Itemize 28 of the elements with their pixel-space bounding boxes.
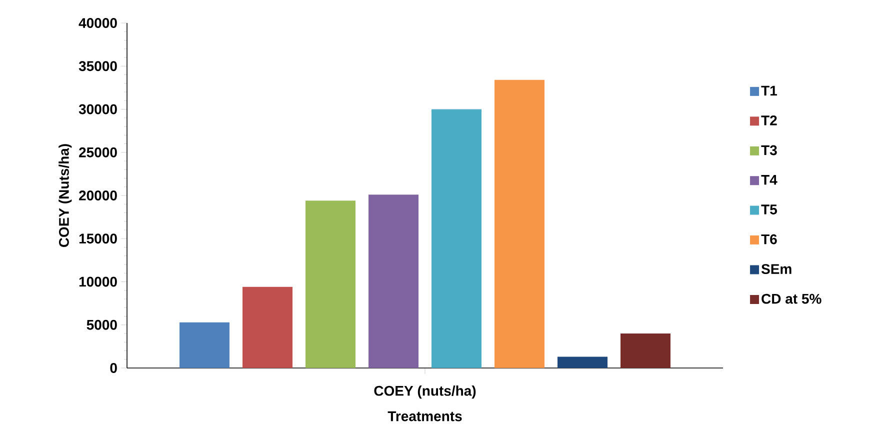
bar [306, 200, 356, 368]
y-axis-title: COEY (Nuts/ha) [58, 144, 72, 248]
y-tick-label: 25000 [79, 147, 117, 158]
legend-label: T6 [761, 234, 777, 244]
bar [368, 194, 418, 368]
bar [557, 356, 608, 368]
legend-label: T3 [761, 145, 777, 156]
bar [620, 333, 670, 368]
legend-label: T5 [761, 204, 777, 214]
legend-label: T2 [761, 115, 777, 126]
y-tick-label: 10000 [79, 276, 117, 287]
legend-label: CD at 5% [762, 294, 822, 304]
y-tick-label: 15000 [79, 234, 117, 244]
bar [180, 322, 230, 368]
y-tick-label: 0 [110, 363, 117, 373]
legend-label: T1 [761, 86, 777, 96]
legend-label: SEm [761, 264, 792, 274]
y-tick-label: 30000 [78, 104, 117, 114]
x-tick-label: COEY (nuts/ha) [374, 386, 476, 399]
y-tick-label: 35000 [78, 61, 117, 72]
bar [242, 286, 293, 368]
legend-label: T4 [761, 175, 778, 185]
y-tick-label: 40000 [78, 18, 117, 28]
y-tick-label: 5000 [86, 320, 117, 330]
bar [432, 109, 482, 368]
y-tick-label: 20000 [79, 190, 117, 200]
bar [494, 80, 544, 368]
x-axis-title: Treatments [388, 411, 462, 422]
